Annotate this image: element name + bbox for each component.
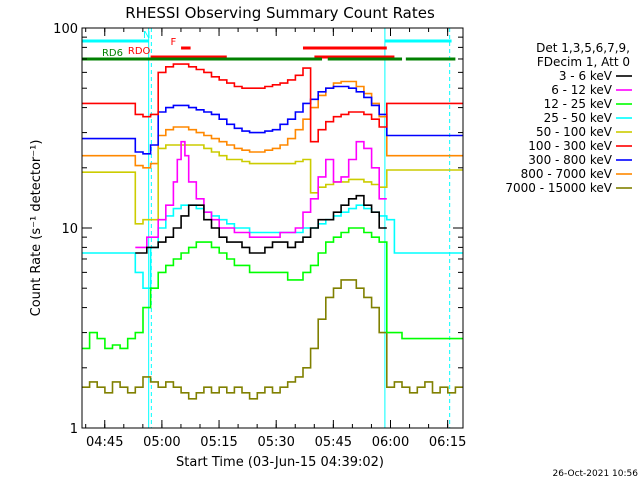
legend-label: 3 - 6 keV: [559, 69, 613, 83]
x-tick-label: 05:15: [200, 435, 237, 450]
plot-frame: [81, 27, 464, 429]
legend-label: 800 - 7000 keV: [521, 167, 613, 181]
legend-label: 6 - 12 keV: [551, 83, 613, 97]
x-tick-label: 06:00: [372, 435, 409, 450]
legend-header-line-2: FDecim 1, Att 0: [537, 55, 630, 69]
legend-label: 50 - 100 keV: [536, 125, 613, 139]
x-tick-label: 05:30: [257, 435, 294, 450]
series-line-800-to-7000keV: [82, 80, 463, 169]
plot-area: [82, 28, 463, 428]
timestamp: 26-Oct-2021 10:56: [553, 469, 639, 479]
x-tick-label: 06:15: [429, 435, 466, 450]
series-line-12-to-25keV: [82, 227, 463, 350]
series-line-100-to-300keV: [82, 63, 463, 143]
y-tick-label: 100: [53, 22, 78, 37]
x-tick-label: 05:00: [143, 435, 180, 450]
y-axis-label: Count Rate (s⁻¹ detector⁻¹): [29, 140, 44, 317]
axes: 04:45 05:00 05:15 05:30 05:45 06:00 06:15 1 10 10…: [53, 22, 466, 450]
chart-title: RHESSI Observing Summary Count Rates: [125, 4, 435, 22]
series-line-3-to-6keV: [135, 194, 387, 254]
series-line-6-to-12keV: [135, 140, 387, 249]
x-tick-label: 04:45: [86, 435, 123, 450]
rd6-flag-label: RD6: [102, 48, 123, 59]
rdo-flag-label: RDO: [128, 46, 151, 57]
y-tick-label: 10: [61, 222, 78, 237]
legend-label: 100 - 300 keV: [528, 139, 612, 153]
f-flag-label: F: [171, 37, 177, 48]
legend-label: 7000 - 15000 keV: [505, 181, 612, 195]
series-line-50-to-100keV: [82, 144, 463, 225]
n-flag-label: N: [143, 30, 150, 41]
legend-header-line-1: Det 1,3,5,6,7,9,: [536, 41, 630, 55]
legend-label: 25 - 50 keV: [544, 111, 613, 125]
flag-bars: N F RDO RD6: [82, 30, 456, 61]
legend-label: 300 - 800 keV: [528, 153, 612, 167]
legend: Det 1,3,5,6,7,9, FDecim 1, Att 0 3 - 6 k…: [505, 41, 632, 195]
legend-label: 12 - 25 keV: [544, 97, 613, 111]
x-tick-label: 05:45: [315, 435, 352, 450]
series-line-300-to-800keV: [82, 85, 463, 155]
series-line-7000-to-15000keV: [82, 279, 463, 400]
y-tick-label: 1: [70, 422, 78, 437]
x-axis-label: Start Time (03-Jun-15 04:39:02): [176, 455, 384, 470]
